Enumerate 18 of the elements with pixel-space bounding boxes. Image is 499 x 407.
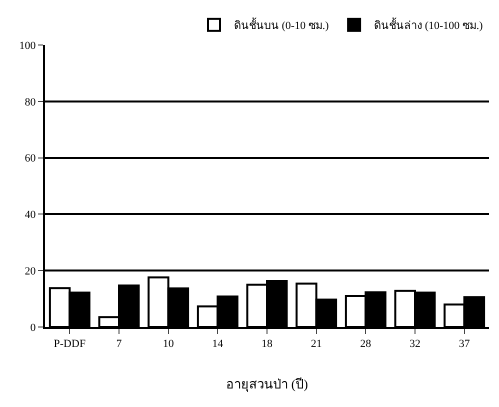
x-tick-label: 28	[360, 338, 372, 350]
x-axis-title: อายุสวนป่า (ปี)	[226, 376, 308, 392]
x-tick-label: 18	[262, 338, 273, 350]
x-tick-label: 14	[212, 338, 224, 350]
y-tick-label: 100	[19, 40, 36, 52]
legend-label: ดินชั้นบน (0-10 ซม.)	[234, 17, 330, 32]
x-tick-label: 7	[116, 338, 122, 350]
x-tick-label: 32	[410, 338, 420, 350]
legend-label: ดินชั้นล่าง (10-100 ซม.)	[374, 17, 484, 32]
y-tick-label: 40	[24, 209, 36, 222]
y-tick-label: 60	[24, 152, 36, 165]
y-tick-label: 80	[24, 96, 36, 108]
y-tick-label: 20	[24, 265, 36, 278]
y-tick-label: 0	[30, 322, 36, 334]
x-tick-label: 21	[310, 338, 322, 350]
x-tick-label: P-DDF	[54, 338, 86, 350]
x-tick-label: 37	[458, 338, 470, 350]
x-tick-label: 10	[162, 338, 174, 350]
